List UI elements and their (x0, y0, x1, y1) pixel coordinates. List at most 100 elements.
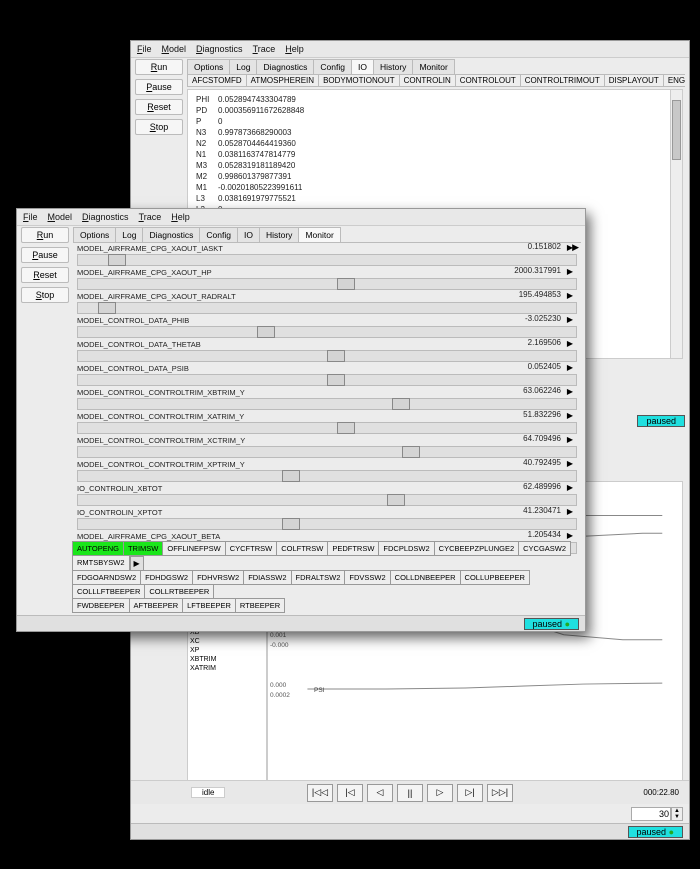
slider-handle[interactable] (402, 446, 420, 458)
expand-icon[interactable]: ▶ (567, 339, 573, 348)
menu-help[interactable]: Help (285, 44, 304, 54)
slider-handle[interactable] (98, 302, 116, 314)
toggle-collrtbeeper[interactable]: COLLRTBEEPER (144, 584, 214, 599)
monitor-slider[interactable] (77, 422, 577, 434)
toggle-lftbeeper[interactable]: LFTBEEPER (182, 598, 236, 613)
tab-history[interactable]: History (259, 227, 299, 242)
tab-diagnostics[interactable]: Diagnostics (256, 59, 314, 74)
expand-icon[interactable]: ▶ (567, 387, 573, 396)
toggle-cycgasw2[interactable]: CYCGASW2 (518, 541, 571, 556)
toggle-collupbeeper[interactable]: COLLUPBEEPER (460, 570, 530, 585)
expand-icon[interactable]: ▶ (567, 531, 573, 540)
expand-icon[interactable]: ▶ (567, 459, 573, 468)
frame-spinbox[interactable]: ▲▼ (631, 807, 683, 821)
toggle-cycftrsw[interactable]: CYCFTRSW (225, 541, 278, 556)
menu-trace[interactable]: Trace (139, 212, 162, 222)
expand-icon[interactable]: ▶ (567, 267, 573, 276)
expand-icon[interactable]: ▶ (567, 315, 573, 324)
toggle-fdhvrsw2[interactable]: FDHVRSW2 (192, 570, 244, 585)
toggle-fdgoarndsw2[interactable]: FDGOARNDSW2 (72, 570, 141, 585)
expand-icon[interactable]: ▶ (567, 243, 573, 252)
play-back-button[interactable]: ◁ (367, 784, 393, 802)
var-item[interactable]: XP (190, 646, 264, 655)
tab-log[interactable]: Log (229, 59, 257, 74)
toggle-fdvssw2[interactable]: FDVSSW2 (344, 570, 390, 585)
tab-io[interactable]: IO (237, 227, 260, 242)
menu-file[interactable]: File (137, 44, 152, 54)
expand-icon[interactable]: ▶ (567, 411, 573, 420)
toggle-rtbeeper[interactable]: RTBEEPER (235, 598, 285, 613)
scroll-thumb[interactable] (672, 100, 681, 160)
run-button[interactable]: Run (21, 227, 69, 243)
expand-icon[interactable]: ▶ (567, 483, 573, 492)
sub-tabbar[interactable]: AFCSTOMFDATMOSPHEREINBODYMOTIONOUTCONTRO… (187, 74, 685, 87)
toggle-colllftbeeper[interactable]: COLLLFTBEEPER (72, 584, 145, 599)
reset-button[interactable]: Reset (21, 267, 69, 283)
toggle-fwdbeeper[interactable]: FWDBEEPER (72, 598, 130, 613)
rewind-full-button[interactable]: |◁◁ (307, 784, 333, 802)
slider-handle[interactable] (108, 254, 126, 266)
slider-handle[interactable] (282, 470, 300, 482)
subtab-bodymotionout[interactable]: BODYMOTIONOUT (318, 74, 400, 87)
pause-button[interactable]: Pause (135, 79, 183, 95)
monitor-slider[interactable] (77, 446, 577, 458)
fwd-full-button[interactable]: ▷▷| (487, 784, 513, 802)
spin-input[interactable] (631, 807, 671, 821)
toggle-rmtsbysw2[interactable]: RMTSBYSW2 (72, 555, 130, 571)
scrollbar[interactable] (670, 90, 682, 358)
menu-file[interactable]: File (23, 212, 38, 222)
slider-handle[interactable] (327, 350, 345, 362)
subtab-controlin[interactable]: CONTROLIN (399, 74, 456, 87)
tab-log[interactable]: Log (115, 227, 143, 242)
toggle-autopeng[interactable]: AUTOPENG (72, 541, 124, 556)
stop-button[interactable]: Stop (21, 287, 69, 303)
tab-history[interactable]: History (373, 59, 413, 74)
toggle-colldnbeeper[interactable]: COLLDNBEEPER (390, 570, 461, 585)
tab-options[interactable]: Options (73, 227, 116, 242)
toggle-cycbeepzplunge2[interactable]: CYCBEEPZPLUNGE2 (434, 541, 519, 556)
monitor-slider[interactable] (77, 302, 577, 314)
pause-button[interactable]: || (397, 784, 423, 802)
expand-icon[interactable]: ▶ (567, 363, 573, 372)
subtab-atmospherein[interactable]: ATMOSPHEREIN (246, 74, 319, 87)
toggle-colftrsw[interactable]: COLFTRSW (276, 541, 328, 556)
monitor-slider[interactable] (77, 278, 577, 290)
slider-handle[interactable] (282, 518, 300, 530)
menu-diagnostics[interactable]: Diagnostics (82, 212, 129, 222)
tab-monitor[interactable]: Monitor (412, 59, 454, 74)
slider-handle[interactable] (387, 494, 405, 506)
outer-tabbar[interactable]: OptionsLogDiagnosticsConfigIOHistoryMoni… (73, 227, 581, 243)
menu-help[interactable]: Help (171, 212, 190, 222)
toggle-fdiassw2[interactable]: FDIASSW2 (243, 570, 291, 585)
subtab-enginein[interactable]: ENGINEIN (663, 74, 685, 87)
slider-handle[interactable] (337, 278, 355, 290)
menubar[interactable]: FileModelDiagnosticsTraceHelp (131, 41, 689, 58)
slider-handle[interactable] (327, 374, 345, 386)
tab-config[interactable]: Config (313, 59, 352, 74)
button-scroll-right[interactable]: ▶ (130, 556, 144, 571)
tab-config[interactable]: Config (199, 227, 238, 242)
slider-handle[interactable] (392, 398, 410, 410)
subtab-afcstomfd[interactable]: AFCSTOMFD (187, 74, 247, 87)
menu-trace[interactable]: Trace (253, 44, 276, 54)
menu-diagnostics[interactable]: Diagnostics (196, 44, 243, 54)
stop-button[interactable]: Stop (135, 119, 183, 135)
pause-button[interactable]: Pause (21, 247, 69, 263)
run-button[interactable]: Run (135, 59, 183, 75)
play-button[interactable]: ▷ (427, 784, 453, 802)
monitor-slider[interactable] (77, 374, 577, 386)
slider-handle[interactable] (337, 422, 355, 434)
outer-tabbar[interactable]: OptionsLogDiagnosticsConfigIOHistoryMoni… (187, 59, 685, 75)
toggle-fdhdgsw2[interactable]: FDHDGSW2 (140, 570, 193, 585)
toggle-pedftrsw[interactable]: PEDFTRSW (327, 541, 379, 556)
monitor-slider[interactable] (77, 398, 577, 410)
spin-down[interactable]: ▼ (672, 814, 682, 820)
menubar[interactable]: FileModelDiagnosticsTraceHelp (17, 209, 585, 226)
toggle-aftbeeper[interactable]: AFTBEEPER (129, 598, 184, 613)
expand-icon[interactable]: ▶ (567, 435, 573, 444)
monitor-slider[interactable] (77, 494, 577, 506)
toggle-offlinefpsw[interactable]: OFFLINEFPSW (162, 541, 225, 556)
reset-button[interactable]: Reset (135, 99, 183, 115)
monitor-slider[interactable] (77, 350, 577, 362)
tab-io[interactable]: IO (351, 59, 374, 74)
